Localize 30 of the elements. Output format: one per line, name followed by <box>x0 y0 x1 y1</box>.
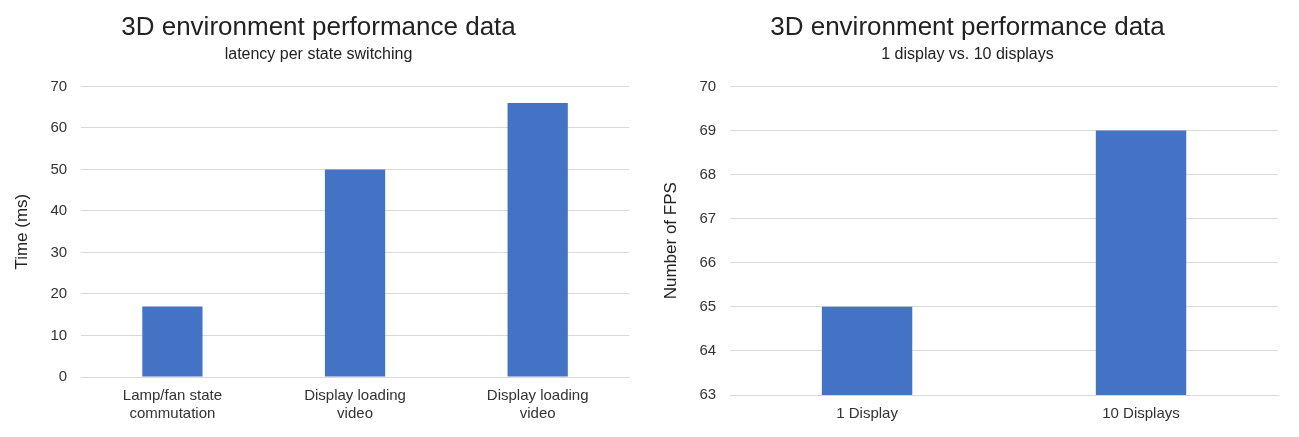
x-tick-label: Display loading video <box>486 386 589 422</box>
y-tick-label: 50 <box>50 159 68 177</box>
chart-subtitle: 1 display vs. 10 displays <box>881 45 1054 63</box>
chart-title: 3D environment performance data <box>770 10 1166 41</box>
x-tick-label: Lamp/fan state commutation <box>122 386 223 422</box>
chart-title: 3D environment performance data <box>121 10 517 41</box>
y-axis-title: Number of FPS <box>660 182 680 300</box>
y-axis-title: Time (ms) <box>11 193 31 270</box>
y-tick-label: 67 <box>699 208 717 226</box>
y-tick-label: 63 <box>699 385 717 403</box>
bar <box>507 103 568 377</box>
y-tick-label: 30 <box>50 242 68 260</box>
y-tick-label: 0 <box>58 367 68 385</box>
y-tick-label: 20 <box>50 284 68 302</box>
y-tick-label: 70 <box>50 76 68 94</box>
y-tick-label: 68 <box>699 164 717 182</box>
x-tick-label: 1 Display <box>836 404 899 422</box>
y-tick-label: 64 <box>699 341 717 359</box>
x-tick-label: 10 Displays <box>1102 404 1180 422</box>
y-tick-label: 70 <box>699 76 717 94</box>
x-tick-label: Display loading video <box>304 386 406 422</box>
y-tick-label: 40 <box>50 201 68 219</box>
y-tick-label: 10 <box>50 325 68 343</box>
bar <box>324 169 386 377</box>
y-tick-label: 66 <box>699 252 717 270</box>
y-tick-label: 60 <box>50 118 68 136</box>
y-tick-label: 69 <box>699 120 717 138</box>
chart-subtitle: latency per state switching <box>224 45 413 63</box>
y-tick-label: 65 <box>699 296 717 314</box>
bar <box>142 306 203 377</box>
